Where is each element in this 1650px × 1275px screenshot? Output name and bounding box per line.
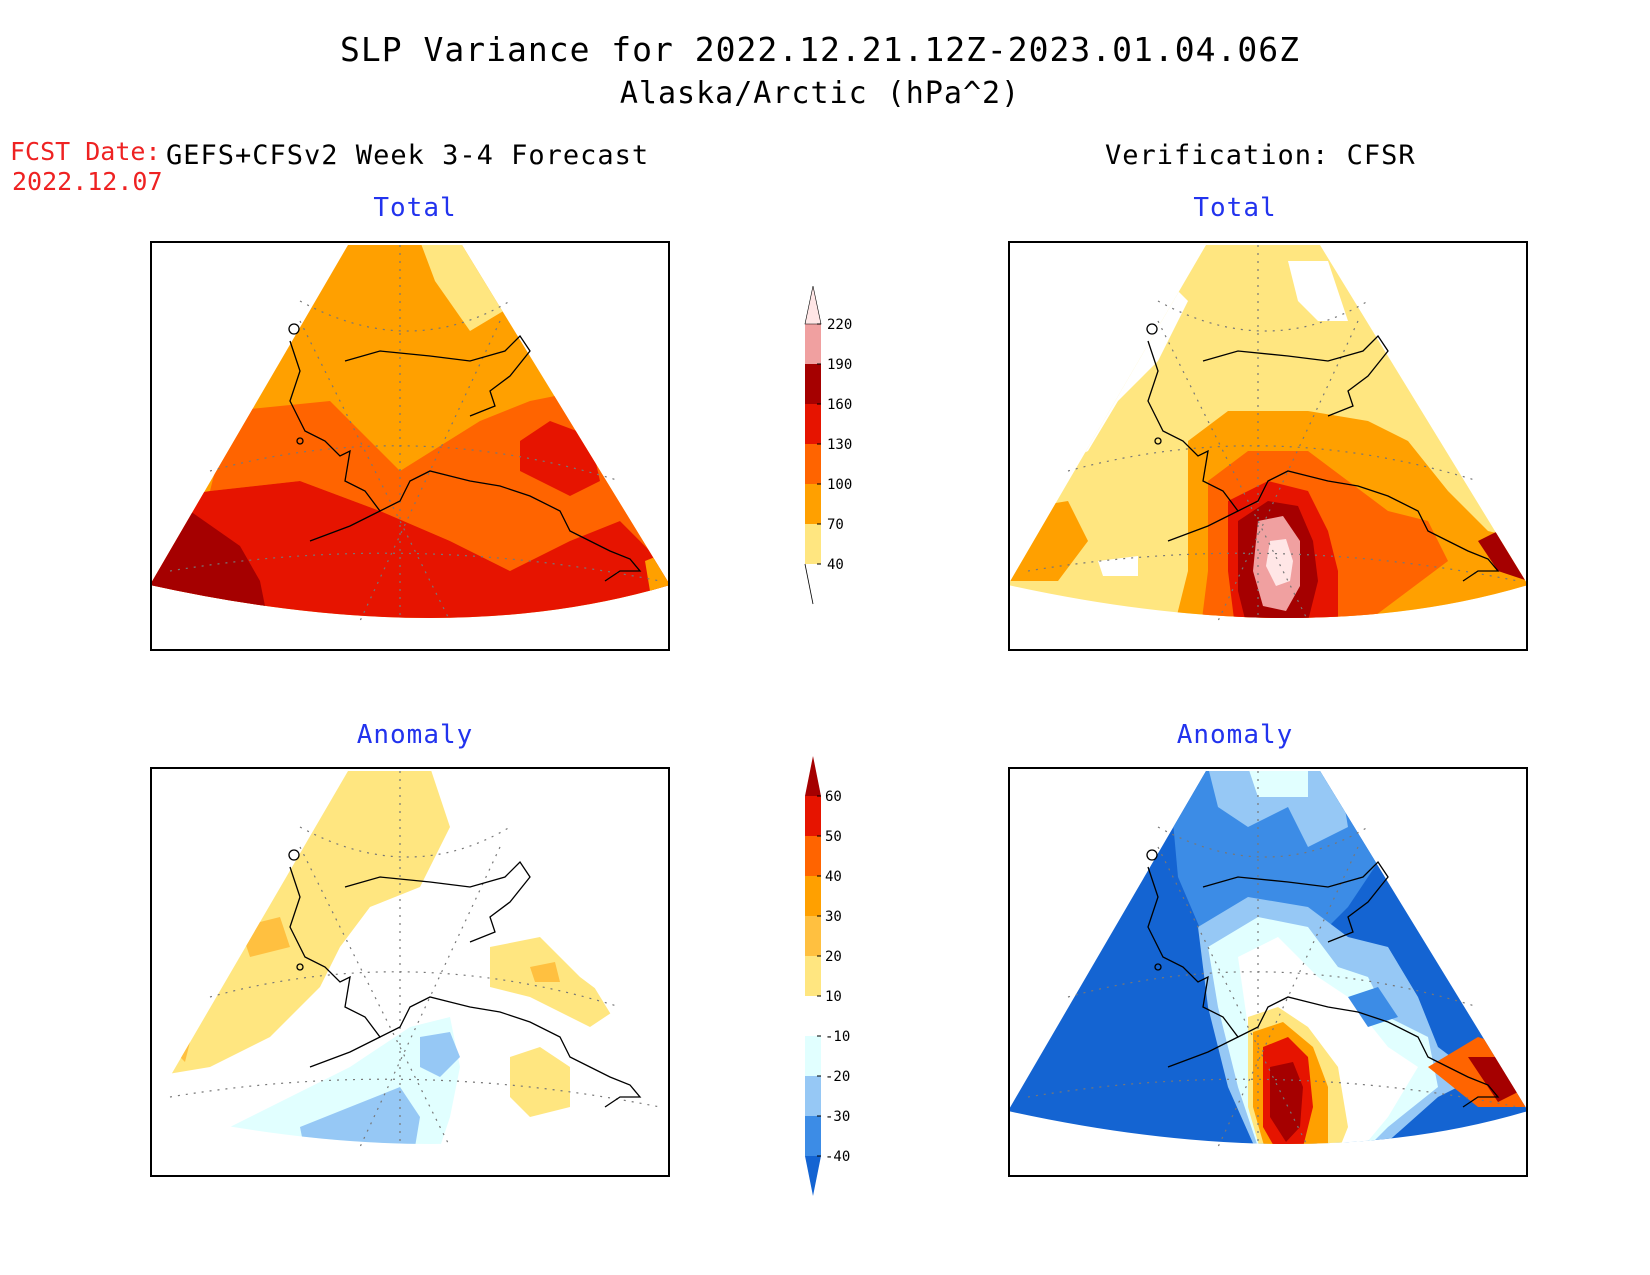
anomaly-colorbar-label: -40 [825, 1149, 850, 1165]
total-colorbar-swatches [804, 285, 822, 605]
anomaly-colorbar-swatch [805, 956, 821, 996]
total-colorbar: 40 70 100 130 160 190 220 [804, 285, 852, 605]
fill-minus30-minus40-east [1348, 987, 1398, 1027]
verification-column-heading: Verification: CFSR [1105, 140, 1416, 171]
total-colorbar-swatch [805, 484, 821, 524]
anomaly-colorbar-swatch [805, 756, 821, 796]
verification-anomaly-field [1008, 771, 1528, 1144]
anomaly-colorbar-label: 20 [825, 949, 842, 965]
fill-above-60 [1270, 1062, 1303, 1142]
forecast-total-map [150, 241, 670, 651]
graticule [1027, 245, 1519, 622]
anomaly-colorbar-label: -20 [825, 1069, 850, 1085]
anomaly-colorbar-label: -10 [825, 1029, 850, 1045]
fill-10-20-south [510, 1047, 570, 1117]
forecast-anomaly-field [150, 771, 670, 1144]
alaska-coastline [288, 849, 642, 1108]
forecast-anomaly-map [150, 767, 670, 1177]
forecast-column-heading: GEFS+CFSv2 Week 3-4 Forecast [166, 140, 650, 171]
anomaly-colorbar: -40 -30 -20 -10 10 20 30 40 50 60 [805, 756, 850, 1196]
forecast-total-field [150, 245, 670, 618]
total-colorbar-tail [804, 563, 814, 605]
total-colorbar-swatch [805, 364, 821, 404]
main-subtitle: Alaska/Arctic (hPa^2) [619, 76, 1021, 111]
anomaly-colorbar-label: -30 [825, 1109, 850, 1125]
anomaly-colorbar-label: 30 [825, 909, 842, 925]
anomaly-colorbar-label: 10 [825, 989, 842, 1005]
forecast-date-value: 2022.12.07 [12, 167, 163, 196]
anomaly-colorbar-swatch [805, 876, 821, 916]
total-colorbar-label: 190 [827, 357, 852, 373]
graticule [169, 771, 661, 1148]
total-colorbar-swatch [805, 444, 821, 484]
total-colorbar-label: 220 [827, 317, 852, 333]
anomaly-colorbar-label: 50 [825, 829, 842, 845]
verification-total-field [1008, 245, 1528, 618]
map-frame [150, 241, 670, 651]
verification-anomaly-title: Anomaly [1176, 720, 1294, 750]
total-colorbar-swatch [804, 285, 822, 325]
anomaly-colorbar-swatch [805, 1036, 821, 1076]
anomaly-colorbar-swatch [805, 836, 821, 876]
total-colorbar-label: 100 [827, 477, 852, 493]
total-colorbar-swatch [805, 324, 821, 364]
anomaly-colorbar-swatch [805, 1156, 821, 1196]
fill-minus20-minus30 [300, 1087, 420, 1144]
fill-below-40-north [1288, 261, 1348, 321]
fill-minus10-minus20-north [1248, 771, 1308, 797]
forecast-anomaly-title: Anomaly [356, 720, 474, 750]
anomaly-colorbar-label: 60 [825, 789, 842, 805]
fill-130-160-east [520, 421, 600, 496]
verification-anomaly-map [1008, 767, 1528, 1177]
total-colorbar-labels: 40 70 100 130 160 190 220 [817, 317, 852, 573]
total-colorbar-label: 130 [827, 437, 852, 453]
anomaly-colorbar-swatches [805, 756, 821, 1196]
total-colorbar-swatch [805, 404, 821, 444]
anomaly-colorbar-labels: -40 -30 -20 -10 10 20 30 40 50 60 [817, 789, 850, 1165]
anomaly-colorbar-swatch [805, 1116, 821, 1156]
alaska-coastline [1146, 849, 1500, 1108]
fill-20-30-east [530, 962, 560, 982]
fill-minus20-minus30-center [420, 1032, 460, 1077]
anomaly-colorbar-swatch [805, 1076, 821, 1116]
anomaly-colorbar-swatch [805, 996, 821, 1036]
total-colorbar-label: 160 [827, 397, 852, 413]
alaska-coastline [1146, 323, 1500, 582]
verification-total-map [1008, 241, 1528, 651]
total-colorbar-swatch [805, 524, 821, 564]
anomaly-colorbar-label: 40 [825, 869, 842, 885]
map-frame [150, 767, 670, 1177]
map-frame [1008, 241, 1528, 651]
fill-minus20-minus30 [1208, 771, 1348, 847]
map-frame [1008, 767, 1528, 1177]
alaska-coastline [288, 323, 642, 582]
anomaly-colorbar-swatch [805, 916, 821, 956]
anomaly-colorbar-swatch [805, 796, 821, 836]
fill-below-40-south [1098, 556, 1138, 576]
forecast-date-label: FCST Date: [10, 137, 161, 166]
verification-total-title: Total [1193, 193, 1277, 223]
total-colorbar-label: 40 [827, 557, 844, 573]
main-title: SLP Variance for 2022.12.21.12Z-2023.01.… [340, 30, 1300, 69]
graticule [169, 245, 661, 622]
total-colorbar-label: 70 [827, 517, 844, 533]
graticule [1027, 771, 1519, 1148]
forecast-total-title: Total [373, 193, 457, 223]
